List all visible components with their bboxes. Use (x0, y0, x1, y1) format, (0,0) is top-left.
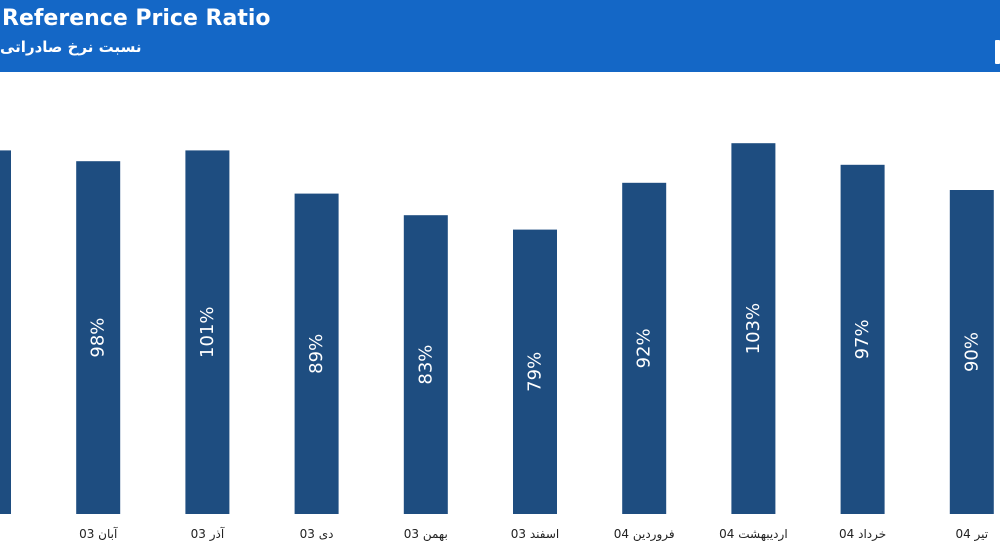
bar-6 (622, 182, 667, 515)
chart-title: Reference Price Ratio (2, 6, 271, 31)
bar-value-label: 103% (743, 303, 764, 354)
category-label: اسفند 03 (511, 527, 559, 541)
bar-8 (840, 164, 885, 515)
chart-subtitle: نسبت نرخ صادراتی (0, 38, 142, 56)
category-label: دی 03 (300, 527, 334, 541)
bar-9 (949, 190, 994, 514)
chart-header: Reference Price Ratio نسبت نرخ صادراتی (0, 0, 1000, 72)
bar-0 (0, 150, 11, 514)
category-label: فروردین 04 (614, 527, 675, 542)
category-label: اردیبهشت 04 (719, 527, 788, 542)
bar-5 (513, 229, 557, 514)
bar-value-label: 101% (197, 306, 218, 357)
bar-value-label: 90% (961, 332, 982, 372)
bar-3 (294, 193, 339, 514)
bar-value-label: 79% (525, 352, 546, 392)
bar-4 (403, 215, 448, 514)
bar-7 (731, 143, 776, 514)
bar-value-label: 89% (306, 334, 327, 374)
bar-value-label: 98% (88, 318, 109, 358)
bar-value-label: 83% (415, 345, 436, 385)
bar-1 (76, 161, 121, 514)
category-label: تیر 04 (955, 527, 988, 542)
menu-icon[interactable] (995, 40, 1000, 64)
category-label: آبان 03 (79, 526, 118, 541)
bar-chart: 98% آبان 03 101% آذر 03 89% دی 03 83% بهمن 03 79… (0, 143, 994, 542)
bar-2 (185, 150, 230, 514)
category-label: بهمن 03 (404, 527, 448, 542)
bar-value-label: 97% (852, 319, 873, 359)
bar-value-label: 92% (634, 328, 655, 368)
category-label: خرداد 04 (839, 527, 886, 542)
category-label: آذر 03 (191, 526, 225, 542)
